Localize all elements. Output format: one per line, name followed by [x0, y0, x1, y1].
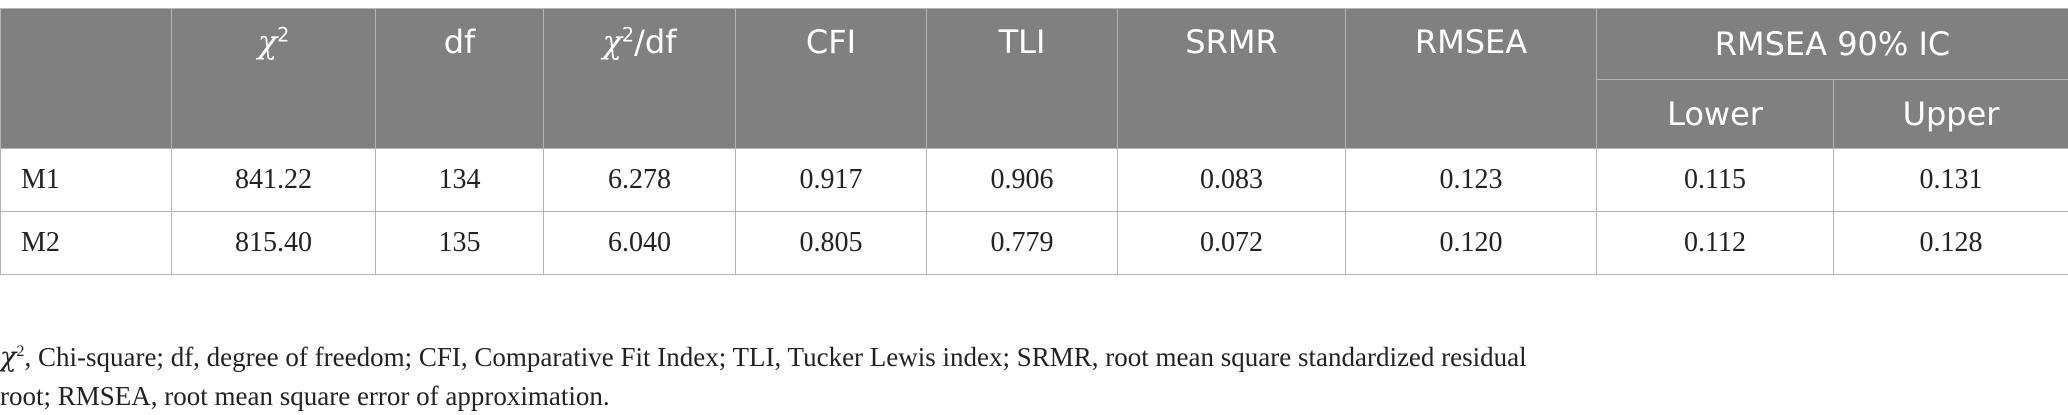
footnote: χ2, Chi-square; df, degree of freedom; C…: [0, 332, 1560, 415]
superscript: 2: [277, 23, 289, 46]
row-label: M2: [1, 212, 172, 275]
subcolumn-header: Upper: [1834, 80, 2068, 149]
column-header: TLI: [927, 9, 1118, 149]
superscript: 2: [622, 23, 634, 46]
cell: 134: [376, 149, 544, 212]
row-label: M1: [1, 149, 172, 212]
cell: 6.040: [544, 212, 736, 275]
cell: 0.123: [1346, 149, 1597, 212]
footnote-symbol: χ: [0, 342, 16, 373]
cell: 0.112: [1597, 212, 1834, 275]
cell: 841.22: [172, 149, 376, 212]
cell: 0.083: [1118, 149, 1346, 212]
cell: 0.115: [1597, 149, 1834, 212]
cell: 815.40: [172, 212, 376, 275]
symbol: χ: [603, 23, 622, 61]
column-header: df: [376, 9, 544, 149]
cell: 135: [376, 212, 544, 275]
cell: 0.120: [1346, 212, 1597, 275]
cell: 0.906: [927, 149, 1118, 212]
column-header: SRMR: [1118, 9, 1346, 149]
symbol: χ: [258, 23, 277, 61]
cell: 0.917: [736, 149, 927, 212]
subcolumn-header: Lower: [1597, 80, 1834, 149]
footnote-text: , Chi-square; df, degree of freedom; CFI…: [0, 342, 1527, 411]
corner-cell: [1, 9, 172, 149]
cell: 0.779: [927, 212, 1118, 275]
cell: 0.072: [1118, 212, 1346, 275]
cell: 0.131: [1834, 149, 2068, 212]
column-header: CFI: [736, 9, 927, 149]
column-header: χ2/df: [544, 9, 736, 149]
cell: 0.128: [1834, 212, 2068, 275]
column-header: χ2: [172, 9, 376, 149]
cell: 0.805: [736, 212, 927, 275]
group-header: RMSEA 90% IC: [1597, 9, 2068, 80]
cell: 6.278: [544, 149, 736, 212]
suffix: /df: [634, 23, 676, 61]
column-header: RMSEA: [1346, 9, 1597, 149]
